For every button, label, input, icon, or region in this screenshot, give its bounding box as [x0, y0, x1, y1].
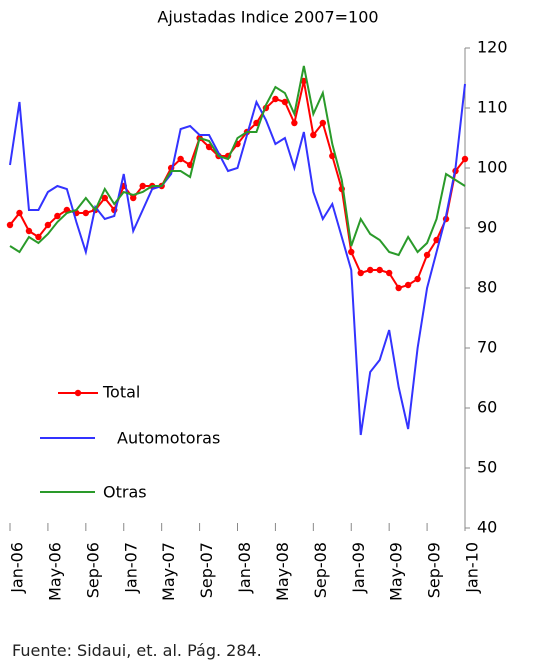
- point-marker: [395, 284, 402, 292]
- x-tick-label: Sep-06: [83, 542, 102, 598]
- point-marker: [291, 119, 298, 127]
- x-tick-label: Sep-09: [425, 542, 444, 598]
- x-tick-label: May-09: [387, 542, 406, 601]
- series-line: [9, 80, 466, 290]
- x-tick-label: Jan-10: [463, 542, 482, 594]
- point-marker: [414, 275, 421, 283]
- point-marker: [101, 194, 108, 202]
- point-marker: [16, 209, 23, 217]
- point-marker: [385, 269, 393, 277]
- x-tick-label: Sep-08: [311, 542, 330, 598]
- point-marker: [139, 182, 146, 190]
- point-marker: [300, 77, 308, 85]
- point-marker: [423, 251, 431, 259]
- legend-label: Otras: [103, 483, 147, 502]
- point-marker: [310, 131, 317, 139]
- x-tick-label: Jan-06: [8, 542, 27, 594]
- point-marker: [272, 95, 279, 103]
- point-marker: [367, 266, 374, 274]
- x-tick-label: Jan-09: [349, 542, 368, 594]
- y-tick-label: 60: [477, 398, 497, 417]
- point-marker: [404, 281, 412, 289]
- y-tick-label: 120: [477, 38, 508, 57]
- legend-marker: [74, 389, 82, 397]
- series-line: [9, 83, 466, 436]
- x-tick-label: May-08: [273, 542, 292, 601]
- point-marker: [6, 221, 14, 229]
- point-marker: [319, 119, 327, 127]
- y-tick-label: 40: [477, 518, 497, 537]
- point-marker: [130, 194, 137, 202]
- x-tick-label: Jan-07: [121, 542, 140, 594]
- source-note: Fuente: Sidaui, et. al. Pág. 284.: [12, 641, 262, 660]
- point-marker: [357, 269, 364, 277]
- series-line: [9, 65, 466, 257]
- point-marker: [433, 236, 440, 244]
- point-marker: [54, 212, 61, 220]
- x-tick-label: Jan-08: [235, 542, 254, 594]
- y-tick-label: 50: [477, 458, 497, 477]
- y-tick-label: 100: [477, 158, 508, 177]
- point-marker: [376, 266, 383, 274]
- x-tick-label: May-07: [159, 542, 178, 601]
- y-tick-label: 110: [477, 98, 508, 117]
- legend-label: Automotoras: [117, 429, 220, 448]
- chart: Ajustadas Indice 2007=100 40 50 60 70 80 90 10…: [6, 8, 508, 601]
- point-marker: [82, 209, 90, 217]
- point-marker: [25, 227, 33, 235]
- point-marker: [329, 152, 336, 160]
- point-marker: [348, 248, 355, 256]
- x-tick-label: May-06: [45, 542, 64, 601]
- y-tick-label: 90: [477, 218, 497, 237]
- y-tick-label: 70: [477, 338, 497, 357]
- chart-title: Ajustadas Indice 2007=100: [157, 8, 378, 27]
- point-marker: [461, 155, 469, 163]
- y-tick-label: 80: [477, 278, 497, 297]
- legend-label: Total: [102, 383, 140, 402]
- point-marker: [44, 221, 52, 229]
- point-marker: [177, 155, 184, 163]
- x-tick-label: Sep-07: [197, 542, 216, 598]
- point-marker: [281, 98, 289, 106]
- point-marker: [35, 233, 42, 241]
